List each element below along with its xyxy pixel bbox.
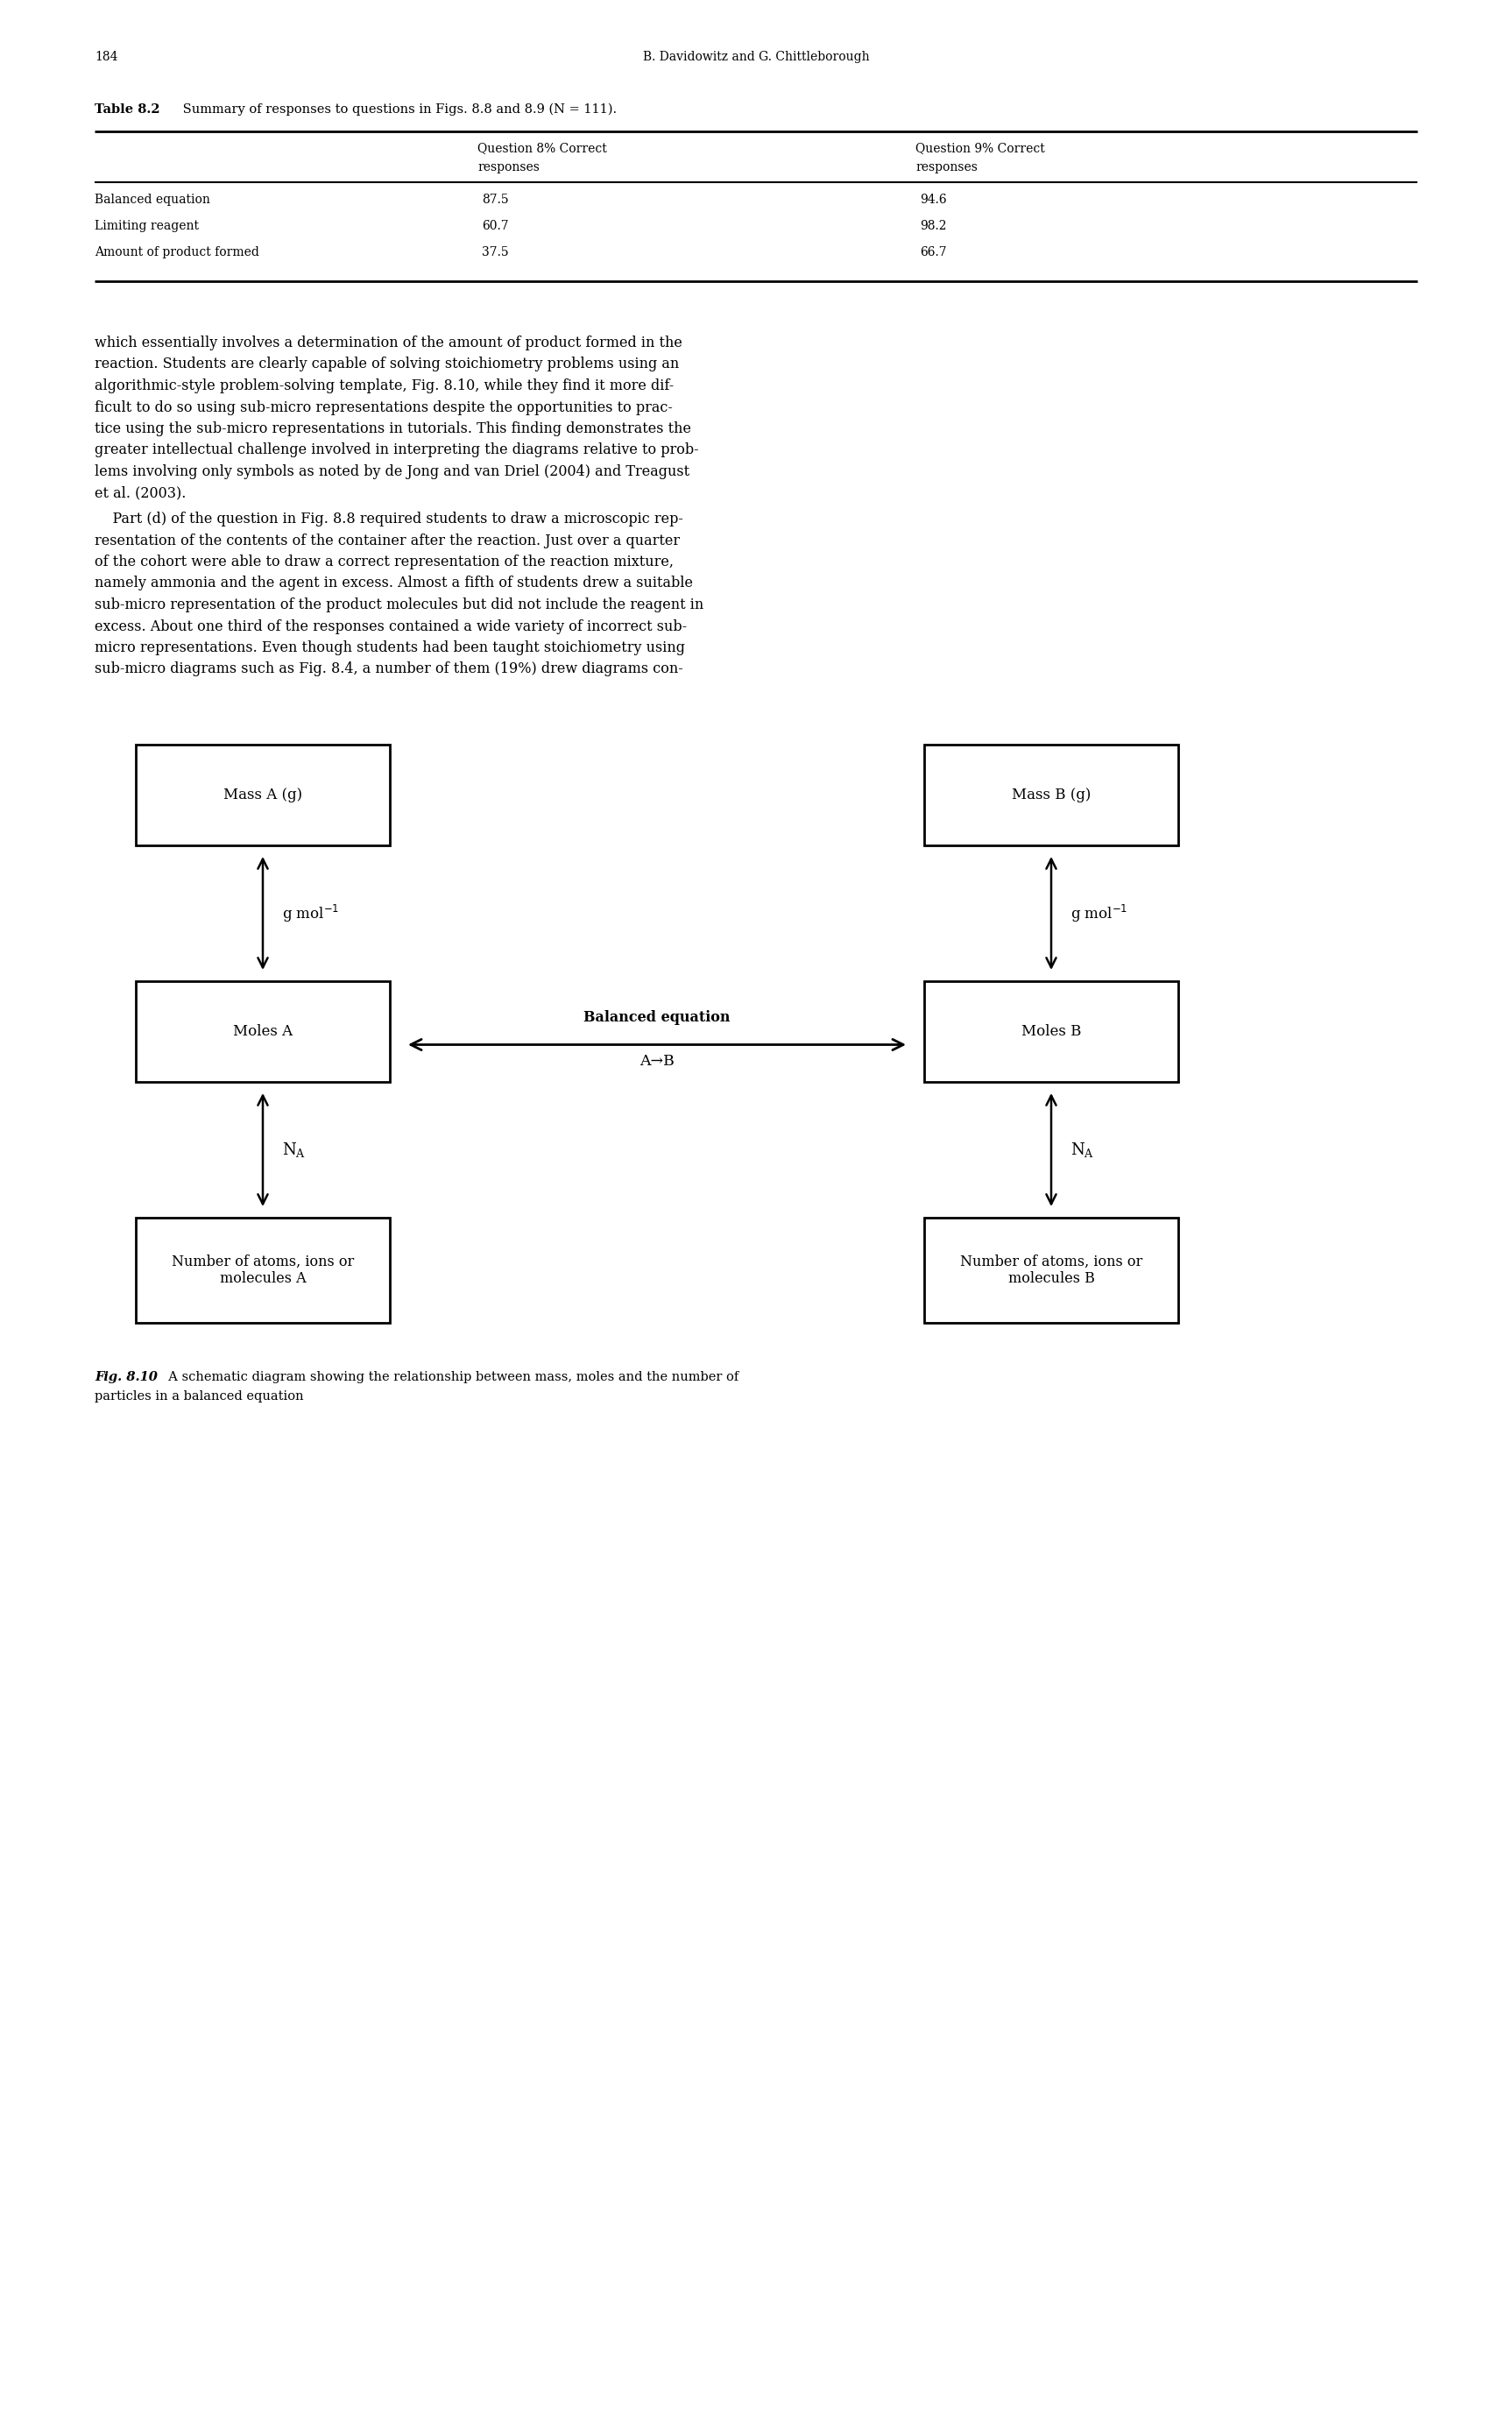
Text: 60.7: 60.7 — [482, 219, 508, 231]
Text: excess. About one third of the responses contained a wide variety of incorrect s: excess. About one third of the responses… — [95, 620, 686, 634]
Text: micro representations. Even though students had been taught stoichiometry using: micro representations. Even though stude… — [95, 639, 685, 656]
Text: Limiting reagent: Limiting reagent — [95, 219, 200, 231]
Text: Moles B: Moles B — [1021, 1023, 1081, 1038]
Text: 98.2: 98.2 — [919, 219, 947, 231]
Text: et al. (2003).: et al. (2003). — [95, 486, 186, 501]
Text: Part (d) of the question in Fig. 8.8 required students to draw a microscopic rep: Part (d) of the question in Fig. 8.8 req… — [95, 511, 683, 528]
Text: B. Davidowitz and G. Chittleborough: B. Davidowitz and G. Chittleborough — [643, 51, 869, 63]
Text: particles in a balanced equation: particles in a balanced equation — [95, 1391, 304, 1403]
Text: reaction. Students are clearly capable of solving stoichiometry problems using a: reaction. Students are clearly capable o… — [95, 357, 679, 372]
Text: Fig. 8.10: Fig. 8.10 — [95, 1371, 157, 1383]
Text: 184: 184 — [95, 51, 118, 63]
Text: ficult to do so using sub-micro representations despite the opportunities to pra: ficult to do so using sub-micro represen… — [95, 401, 673, 416]
Text: g mol$^{-1}$: g mol$^{-1}$ — [283, 902, 339, 924]
Text: Moles A: Moles A — [233, 1023, 293, 1038]
Text: lems involving only symbols as noted by de Jong and van Driel (2004) and Treagus: lems involving only symbols as noted by … — [95, 464, 689, 479]
Bar — [136, 982, 390, 1082]
Text: N$_\mathregular{A}$: N$_\mathregular{A}$ — [1070, 1140, 1095, 1160]
Text: Balanced equation: Balanced equation — [95, 194, 210, 207]
Bar — [136, 744, 390, 846]
Text: sub-micro diagrams such as Fig. 8.4, a number of them (19%) drew diagrams con-: sub-micro diagrams such as Fig. 8.4, a n… — [95, 661, 683, 676]
Text: algorithmic-style problem-solving template, Fig. 8.10, while they find it more d: algorithmic-style problem-solving templa… — [95, 379, 674, 394]
Text: A schematic diagram showing the relationship between mass, moles and the number : A schematic diagram showing the relation… — [160, 1371, 739, 1383]
Text: Mass A (g): Mass A (g) — [224, 788, 302, 802]
Bar — [924, 982, 1178, 1082]
Text: which essentially involves a determination of the amount of product formed in th: which essentially involves a determinati… — [95, 335, 682, 350]
Bar — [924, 1218, 1178, 1322]
Text: Table 8.2: Table 8.2 — [95, 105, 160, 117]
Text: molecules B: molecules B — [1009, 1271, 1095, 1286]
Text: 87.5: 87.5 — [482, 194, 508, 207]
Text: g mol$^{-1}$: g mol$^{-1}$ — [1070, 902, 1128, 924]
Text: resentation of the contents of the container after the reaction. Just over a qua: resentation of the contents of the conta… — [95, 532, 680, 547]
Text: N$_\mathregular{A}$: N$_\mathregular{A}$ — [283, 1140, 305, 1160]
Text: Mass B (g): Mass B (g) — [1012, 788, 1090, 802]
Text: Amount of product formed: Amount of product formed — [95, 246, 259, 258]
Text: Question 8% Correct: Question 8% Correct — [478, 141, 606, 153]
Text: 94.6: 94.6 — [919, 194, 947, 207]
Text: Question 9% Correct: Question 9% Correct — [915, 141, 1045, 153]
Text: 66.7: 66.7 — [919, 246, 947, 258]
Text: sub-micro representation of the product molecules but did not include the reagen: sub-micro representation of the product … — [95, 598, 703, 613]
Text: A→B: A→B — [640, 1053, 674, 1067]
Text: molecules A: molecules A — [219, 1271, 305, 1286]
Text: responses: responses — [478, 160, 540, 173]
Text: Number of atoms, ions or: Number of atoms, ions or — [171, 1254, 354, 1269]
Text: responses: responses — [915, 160, 978, 173]
Text: Balanced equation: Balanced equation — [584, 1009, 730, 1023]
Text: of the cohort were able to draw a correct representation of the reaction mixture: of the cohort were able to draw a correc… — [95, 554, 674, 569]
Bar — [136, 1218, 390, 1322]
Text: namely ammonia and the agent in excess. Almost a fifth of students drew a suitab: namely ammonia and the agent in excess. … — [95, 576, 692, 591]
Text: greater intellectual challenge involved in interpreting the diagrams relative to: greater intellectual challenge involved … — [95, 442, 699, 457]
Text: Summary of responses to questions in Figs. 8.8 and 8.9 (N = 111).: Summary of responses to questions in Fig… — [178, 105, 617, 117]
Text: Number of atoms, ions or: Number of atoms, ions or — [960, 1254, 1143, 1269]
Text: 37.5: 37.5 — [482, 246, 508, 258]
Bar — [924, 744, 1178, 846]
Text: tice using the sub-micro representations in tutorials. This finding demonstrates: tice using the sub-micro representations… — [95, 421, 691, 435]
